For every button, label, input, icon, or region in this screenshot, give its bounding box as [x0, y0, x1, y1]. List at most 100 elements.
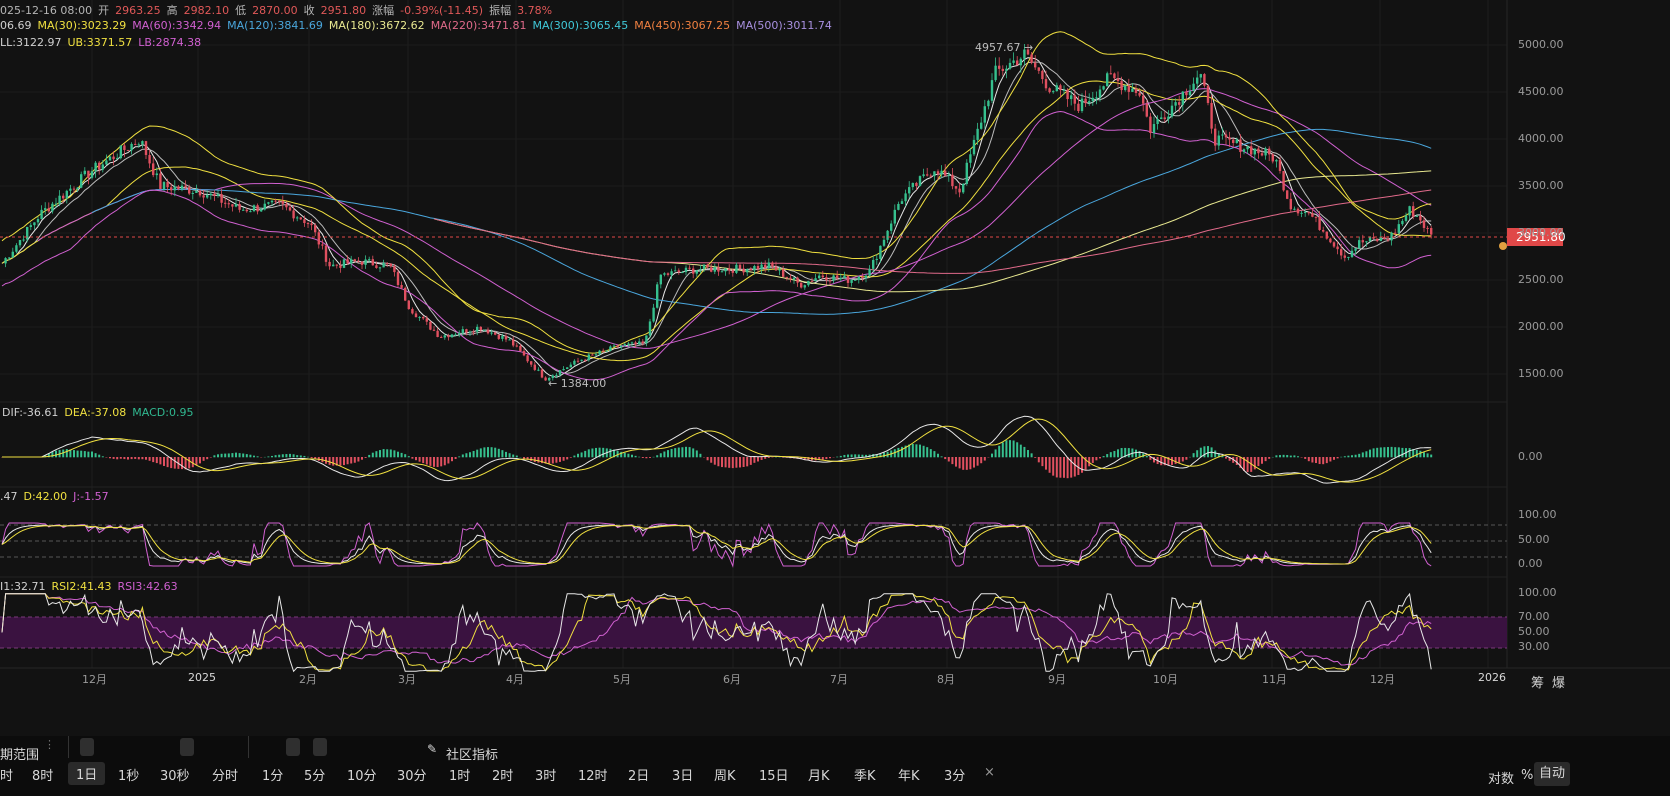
auto-scale-toggle[interactable]: 自动: [1534, 762, 1570, 786]
macd-item: DEA:-37.08: [64, 406, 127, 419]
month-label: 2025: [188, 671, 216, 684]
interval-12时[interactable]: 12时: [578, 769, 608, 784]
axis-tick-label: 4500.00: [1518, 85, 1564, 98]
row2-item: MA(30):3023.29: [37, 19, 127, 32]
row1-item: 3.78%: [517, 4, 553, 17]
community-indicators[interactable]: 社区指标: [446, 748, 499, 763]
rsi-item: RSI2:41.43: [51, 580, 112, 593]
axis-tick-label: 70.00: [1518, 610, 1550, 623]
indicator-handle-2[interactable]: [313, 738, 327, 756]
interval-3分[interactable]: 3分: [944, 769, 966, 784]
interval-1秒[interactable]: 1秒: [118, 769, 140, 784]
month-label: 4月: [506, 673, 524, 686]
interval-5分[interactable]: 5分: [304, 769, 326, 784]
month-label: 9月: [1048, 673, 1066, 686]
chip-tool[interactable]: 筹: [1531, 676, 1545, 691]
row2-item: 06.69: [0, 19, 32, 32]
price-pane: [0, 31, 1507, 382]
interval-10分[interactable]: 10分: [347, 769, 377, 784]
interval-季K[interactable]: 季K: [854, 769, 876, 784]
burst-tool[interactable]: 爆: [1552, 676, 1566, 691]
close-icon[interactable]: ×: [984, 765, 995, 780]
row1-item: 025-12-16 08:00: [0, 4, 93, 17]
row1-item: 涨幅: [372, 4, 395, 17]
axis-tick-label: 0.00: [1518, 450, 1543, 463]
interval-2日[interactable]: 2日: [628, 769, 650, 784]
interval-1日[interactable]: 1日: [68, 762, 106, 785]
edit-icon[interactable]: ✎: [427, 742, 438, 756]
axis-tick-label: 1500.00: [1518, 367, 1564, 380]
kdj-legend: .47 D:42.00 J:-1.57: [0, 490, 115, 503]
month-label: 8月: [937, 673, 955, 686]
range-label[interactable]: 期范围: [0, 748, 40, 763]
interval-1时[interactable]: 1时: [449, 769, 471, 784]
row1-item: -0.39%(-11.45): [400, 4, 484, 17]
row1-item: 2951.80: [320, 4, 367, 17]
row1-item: 开: [98, 4, 110, 17]
rsi-legend: I1:32.71 RSI2:41.43 RSI3:42.63: [0, 580, 184, 593]
range-handle-right[interactable]: [180, 738, 194, 756]
row2-item: MA(300):3065.45: [532, 19, 629, 32]
row1-item: 收: [303, 4, 315, 17]
row2-item: MA(450):3067.25: [634, 19, 731, 32]
price-dot: [1499, 242, 1507, 250]
range-dropdown-icon[interactable]: ⋮: [44, 738, 55, 751]
axis-tick-label: 100.00: [1518, 508, 1557, 521]
axis-tick-label: 2000.00: [1518, 320, 1564, 333]
interval-月K[interactable]: 月K: [808, 769, 830, 784]
kdj-item: .47: [0, 490, 18, 503]
ohlc-info-row: 025-12-16 08:00 开 2963.25 高 2982.10 低 2870.00 收…: [0, 2, 558, 18]
interval-年K[interactable]: 年K: [898, 769, 920, 784]
row1-item: 2982.10: [183, 4, 230, 17]
interval-1分[interactable]: 1分: [262, 769, 284, 784]
indicator-handle-1[interactable]: [286, 738, 300, 756]
interval-3时[interactable]: 3时: [535, 769, 557, 784]
month-label: 5月: [613, 673, 631, 686]
kdj-pane: [0, 522, 1507, 568]
row2-item: MA(120):3841.69: [227, 19, 323, 32]
log-scale-toggle[interactable]: 对数: [1488, 772, 1515, 787]
rsi-item: RSI3:42.63: [117, 580, 178, 593]
rsi-pane: [0, 592, 1507, 673]
month-label: 7月: [830, 673, 848, 686]
axis-tick-label: 2500.00: [1518, 273, 1564, 286]
row2-item: MA(500):3011.74: [736, 19, 832, 32]
high-price-label: 4957.67 →: [975, 41, 1034, 54]
interval-时[interactable]: 时: [0, 769, 14, 784]
range-handle-left[interactable]: [80, 738, 94, 756]
month-label: 2026: [1478, 671, 1506, 684]
row3-item: UB:3371.57: [67, 36, 133, 49]
percent-toggle[interactable]: %: [1521, 768, 1534, 783]
interval-周K[interactable]: 周K: [714, 769, 736, 784]
interval-toolbar: 期范围 ⋮ ✎ 社区指标 时 8时 1日 1秒 30秒 分时 1分 5分 10分 30分 1时 2时 3…: [0, 736, 1670, 796]
macd-legend: DIF:-36.61 DEA:-37.08 MACD:0.95: [2, 406, 199, 419]
rsi-item: I1:32.71: [0, 580, 46, 593]
axis-tick-label: 3500.00: [1518, 179, 1564, 192]
row1-item: 低: [235, 4, 247, 17]
month-label: 6月: [723, 673, 741, 686]
axis-tick-label: 50.00: [1518, 625, 1550, 638]
kdj-item: D:42.00: [23, 490, 68, 503]
ma-legend-row: 06.69 MA(30):3023.29 MA(60):3342.94 MA(120)…: [0, 19, 838, 32]
row3-item: LL:3122.97: [0, 36, 62, 49]
boll-legend-row: LL:3122.97 UB:3371.57 LB:2874.38: [0, 36, 207, 49]
row2-item: MA(180):3672.62: [328, 19, 425, 32]
axis-tick-label: 3000.00: [1518, 226, 1564, 239]
kline-chart[interactable]: [0, 0, 1670, 736]
low-price-label: ← 1384.00: [548, 377, 607, 390]
interval-2时[interactable]: 2时: [492, 769, 514, 784]
interval-8时[interactable]: 8时: [32, 769, 54, 784]
interval-15日[interactable]: 15日: [759, 769, 789, 784]
row1-item: 振幅: [489, 4, 512, 17]
axis-tick-label: 30.00: [1518, 640, 1550, 653]
row2-item: MA(60):3342.94: [132, 19, 222, 32]
axis-tick-label: 0.00: [1518, 557, 1543, 570]
interval-30秒[interactable]: 30秒: [160, 769, 190, 784]
interval-3日[interactable]: 3日: [672, 769, 694, 784]
macd-item: DIF:-36.61: [2, 406, 59, 419]
month-label: 11月: [1262, 673, 1287, 686]
row1-item: 2963.25: [115, 4, 161, 17]
interval-分时[interactable]: 分时: [212, 769, 239, 784]
month-label: 10月: [1153, 673, 1178, 686]
interval-30分[interactable]: 30分: [397, 769, 427, 784]
